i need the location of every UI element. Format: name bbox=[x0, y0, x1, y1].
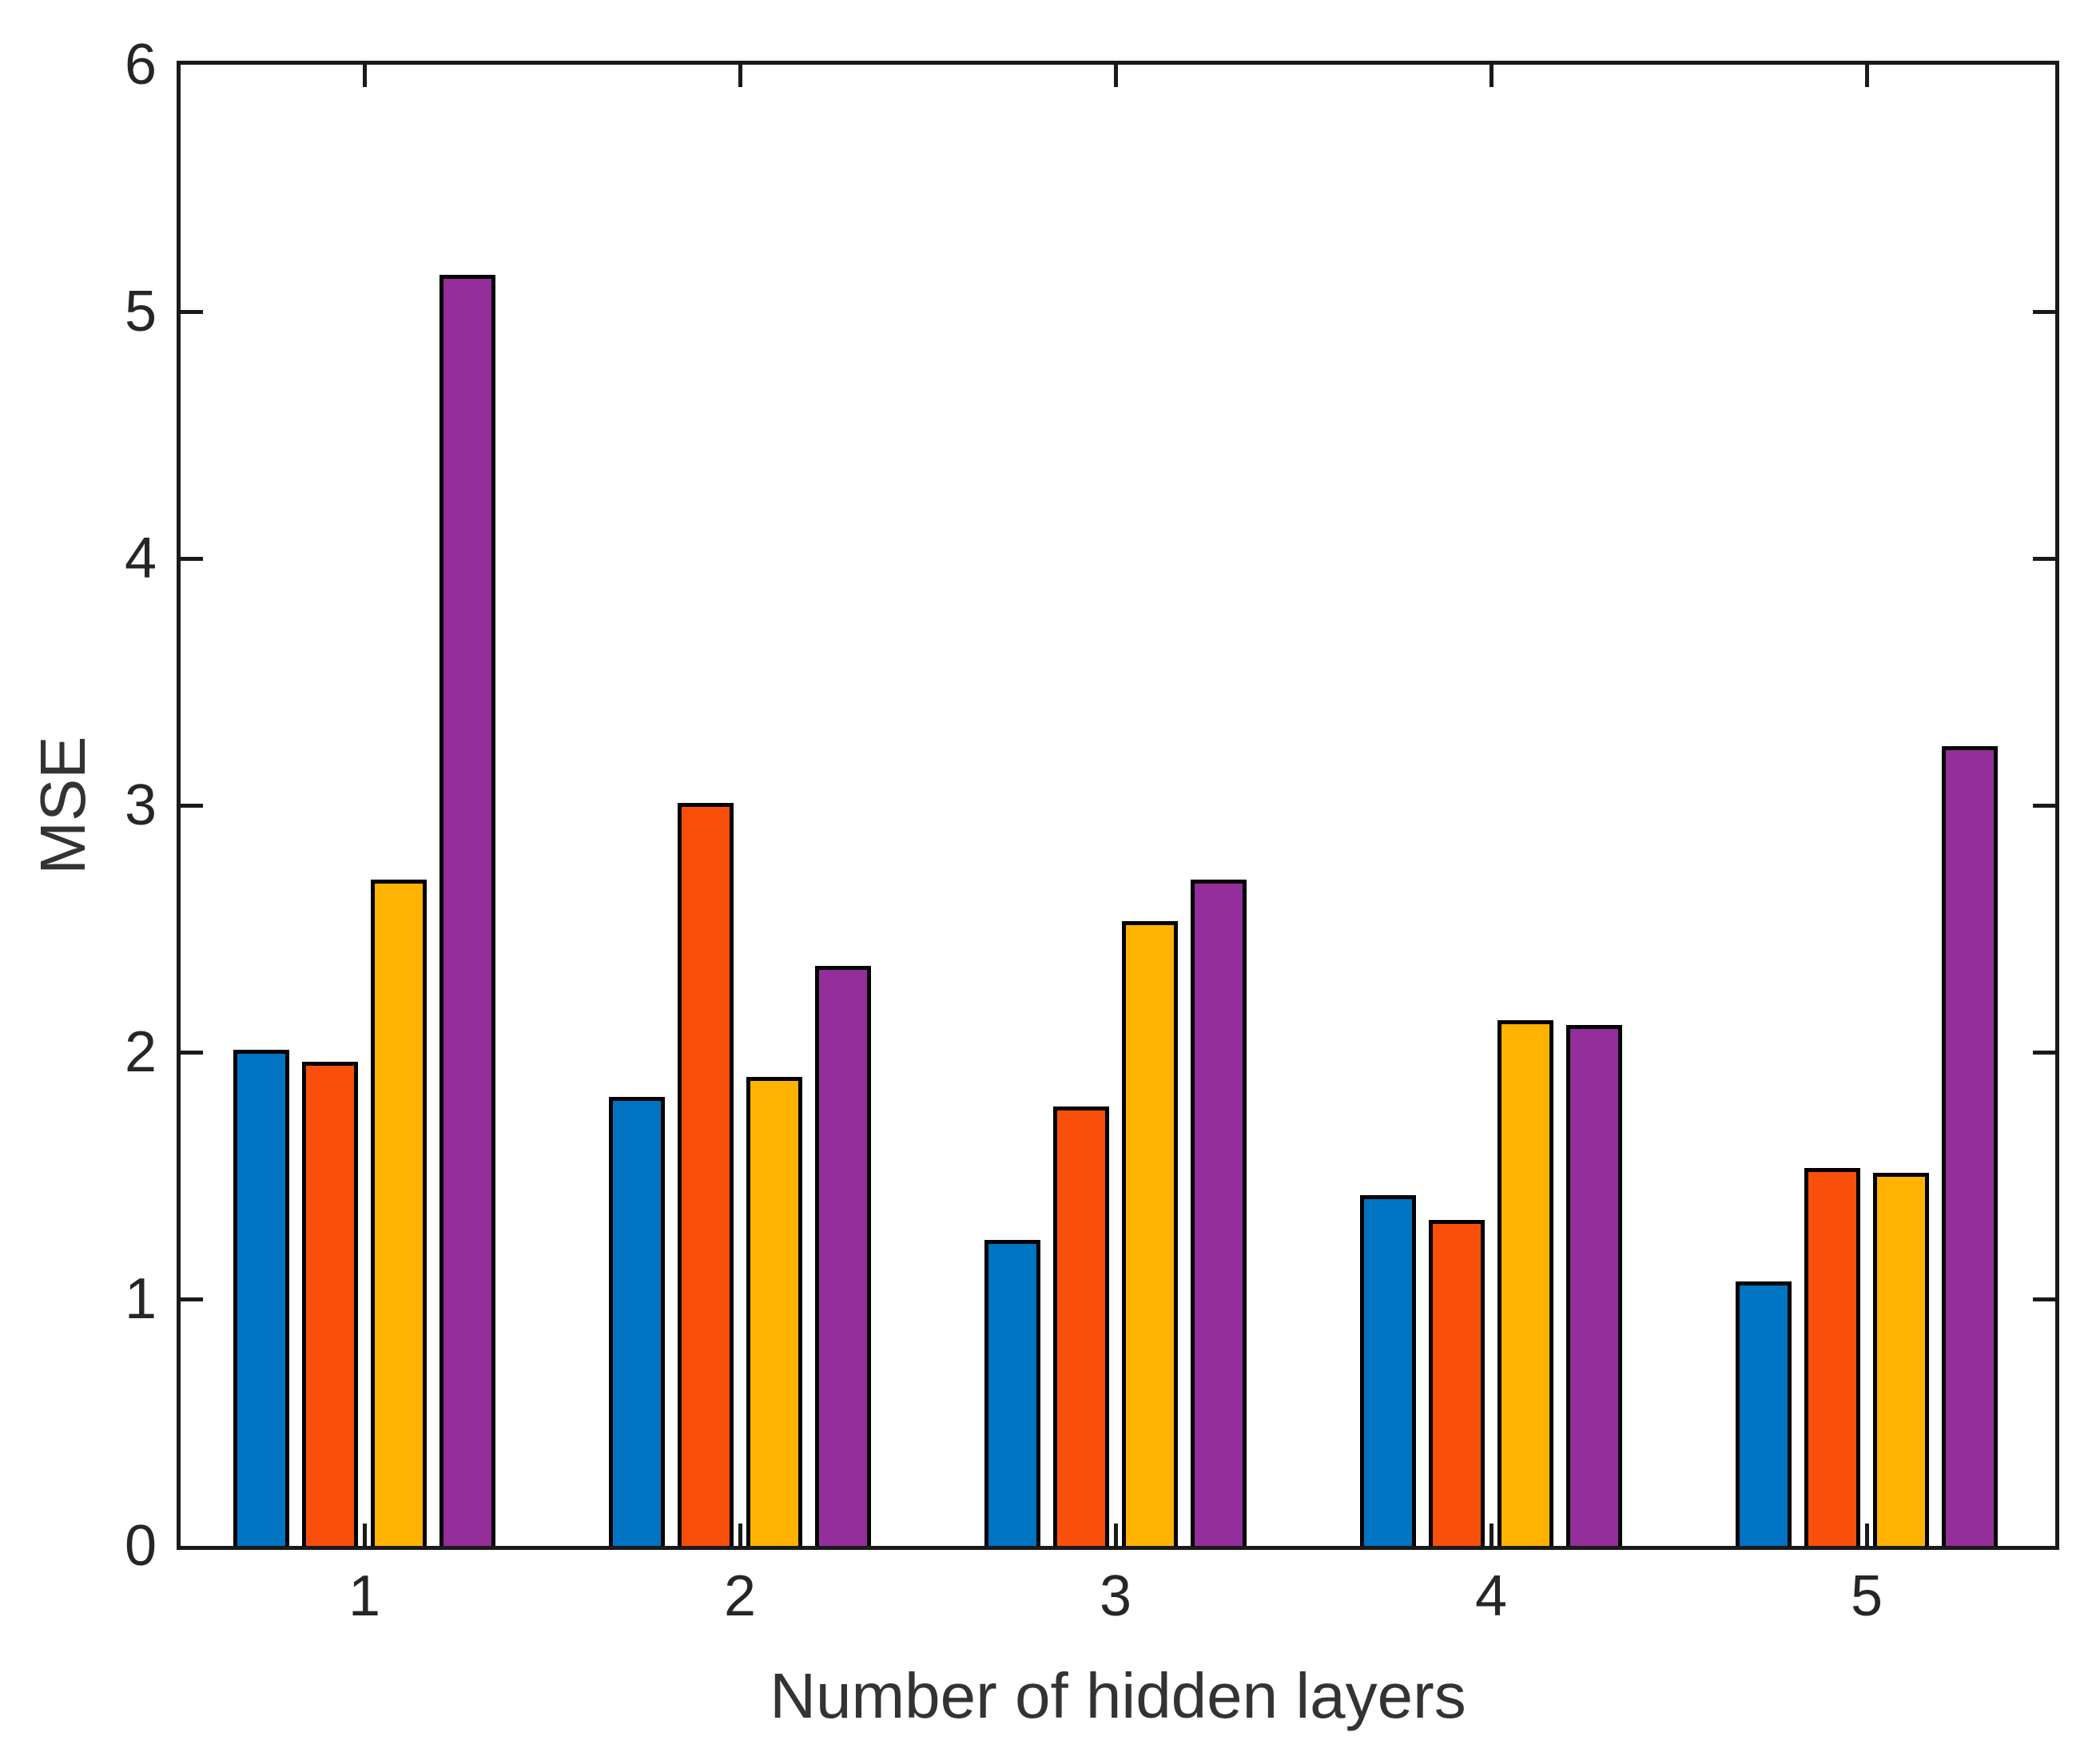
bar-group2-blue bbox=[609, 1097, 665, 1546]
x-tick-top-3 bbox=[1113, 65, 1118, 87]
bar-group3-yellow bbox=[1122, 921, 1178, 1546]
plot-area bbox=[177, 61, 2059, 1550]
x-tick-top-5 bbox=[1864, 65, 1869, 87]
x-axis-label: Number of hidden layers bbox=[770, 1660, 1466, 1731]
y-tick-label-2: 2 bbox=[124, 1020, 157, 1084]
bar-group2-orange bbox=[678, 803, 734, 1546]
bar-group5-yellow bbox=[1873, 1173, 1929, 1546]
bar-group1-orange bbox=[302, 1062, 358, 1546]
y-tick-label-1: 1 bbox=[124, 1267, 157, 1331]
y-tick-left-1 bbox=[181, 1297, 203, 1301]
bar-group5-blue bbox=[1736, 1281, 1792, 1546]
x-tick-label-4: 4 bbox=[1474, 1564, 1508, 1628]
bar-group3-blue bbox=[984, 1240, 1040, 1546]
x-tick-bottom-1 bbox=[362, 1524, 367, 1546]
x-tick-bottom-2 bbox=[738, 1524, 742, 1546]
x-tick-label-5: 5 bbox=[1850, 1564, 1883, 1628]
y-tick-left-3 bbox=[181, 803, 203, 808]
bar-group1-yellow bbox=[371, 880, 427, 1546]
bar-group4-blue bbox=[1360, 1195, 1416, 1546]
bar-group2-purple bbox=[815, 966, 871, 1546]
x-tick-top-1 bbox=[362, 65, 367, 87]
x-tick-label-1: 1 bbox=[348, 1564, 381, 1628]
y-tick-left-5 bbox=[181, 309, 203, 314]
bar-group5-purple bbox=[1942, 746, 1998, 1546]
y-tick-right-4 bbox=[2033, 556, 2055, 561]
y-tick-left-2 bbox=[181, 1050, 203, 1055]
x-tick-top-2 bbox=[738, 65, 742, 87]
bar-group5-orange bbox=[1804, 1168, 1860, 1546]
y-tick-label-4: 4 bbox=[124, 526, 157, 590]
x-tick-label-2: 2 bbox=[723, 1564, 757, 1628]
y-tick-label-6: 6 bbox=[124, 33, 157, 97]
bar-group3-purple bbox=[1191, 880, 1247, 1546]
x-tick-bottom-4 bbox=[1489, 1524, 1493, 1546]
y-tick-left-4 bbox=[181, 556, 203, 561]
y-tick-right-5 bbox=[2033, 309, 2055, 314]
y-tick-label-0: 0 bbox=[124, 1514, 157, 1578]
x-tick-bottom-5 bbox=[1864, 1524, 1869, 1546]
y-tick-right-3 bbox=[2033, 803, 2055, 808]
bar-group1-purple bbox=[439, 275, 495, 1546]
y-tick-label-5: 5 bbox=[124, 280, 157, 344]
bar-group4-orange bbox=[1429, 1220, 1485, 1546]
bar-group1-blue bbox=[233, 1050, 289, 1546]
y-tick-label-3: 3 bbox=[124, 773, 157, 837]
y-tick-right-1 bbox=[2033, 1297, 2055, 1301]
bar-group4-purple bbox=[1566, 1025, 1622, 1546]
bar-group2-yellow bbox=[746, 1077, 802, 1546]
x-tick-label-3: 3 bbox=[1099, 1564, 1132, 1628]
x-tick-top-4 bbox=[1489, 65, 1493, 87]
x-tick-bottom-3 bbox=[1113, 1524, 1118, 1546]
bar-group3-orange bbox=[1053, 1106, 1109, 1546]
bar-group4-yellow bbox=[1497, 1020, 1553, 1546]
y-tick-right-2 bbox=[2033, 1050, 2055, 1055]
